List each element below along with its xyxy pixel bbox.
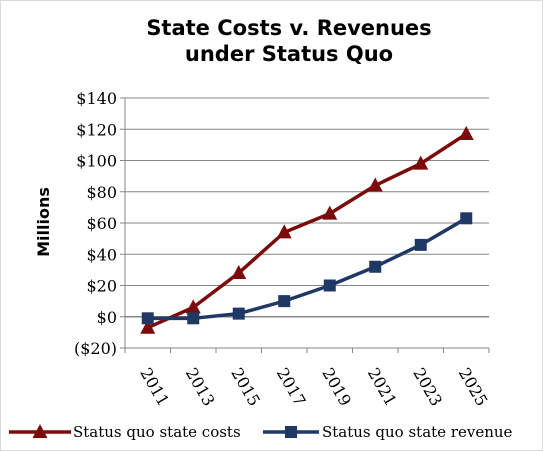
x-tick-label: 2015 [227, 365, 264, 410]
data-point-square [278, 295, 291, 308]
legend-item-1: Status quo state costs [9, 423, 241, 441]
x-tick-label: 2013 [182, 365, 219, 410]
x-tick-label: 2017 [273, 365, 310, 410]
x-tick-label: 2025 [455, 365, 492, 410]
series-line [147, 216, 468, 321]
data-point-triangle [276, 224, 292, 239]
y-tick-label: $120 [76, 120, 117, 139]
data-point-square [323, 279, 336, 292]
data-point-square [414, 238, 427, 251]
x-tick-label: 2019 [318, 365, 355, 410]
data-point-square [232, 307, 245, 320]
y-tick-labels: ($20) $0 $20 $40 $60 $80 $100 $120 $140 [74, 89, 117, 358]
chart-title-line-2: under Status Quo [185, 42, 393, 66]
y-tick-label: $20 [86, 277, 117, 296]
data-point-square [369, 260, 382, 273]
x-tick-label: 2021 [364, 365, 401, 410]
y-axis-label: Millions [34, 187, 53, 257]
data-point-square [460, 212, 473, 225]
legend-item-2: Status quo state revenue [263, 423, 513, 441]
y-tick-label: $60 [86, 214, 117, 233]
data-point-triangle [322, 205, 338, 220]
y-tick-label: ($20) [74, 339, 117, 358]
y-tick-label: $0 [97, 308, 117, 327]
x-tick-label: 2023 [409, 365, 446, 410]
data-point-triangle [140, 319, 156, 334]
series-2 [141, 212, 473, 325]
y-tick-label: $140 [76, 89, 117, 108]
legend-marker-triangle [32, 424, 48, 438]
legend-marker-square [285, 426, 297, 438]
y-tick-label: $80 [86, 183, 117, 202]
series-line [147, 132, 468, 330]
legend-label: Status quo state revenue [322, 423, 513, 441]
legend-label: Status quo state costs [73, 423, 241, 441]
x-tick-labels: 2011 2013 2015 2017 2019 2021 2023 2025 [136, 365, 491, 410]
data-point-triangle [413, 155, 429, 170]
x-tick-label: 2011 [136, 365, 173, 410]
data-point-triangle [185, 299, 201, 314]
data-point-triangle [231, 265, 247, 279]
data-point-square [141, 312, 154, 325]
data-point-triangle [458, 125, 474, 140]
legend: Status quo state costs Status quo state r… [9, 423, 513, 441]
chart-title-line-1: State Costs v. Revenues [146, 16, 431, 40]
series-1 [140, 125, 474, 334]
series-lines [140, 125, 474, 334]
data-point-triangle [367, 177, 383, 192]
data-point-square [187, 312, 200, 325]
y-tick-label: $100 [76, 152, 117, 171]
y-tick-label: $40 [86, 245, 117, 264]
